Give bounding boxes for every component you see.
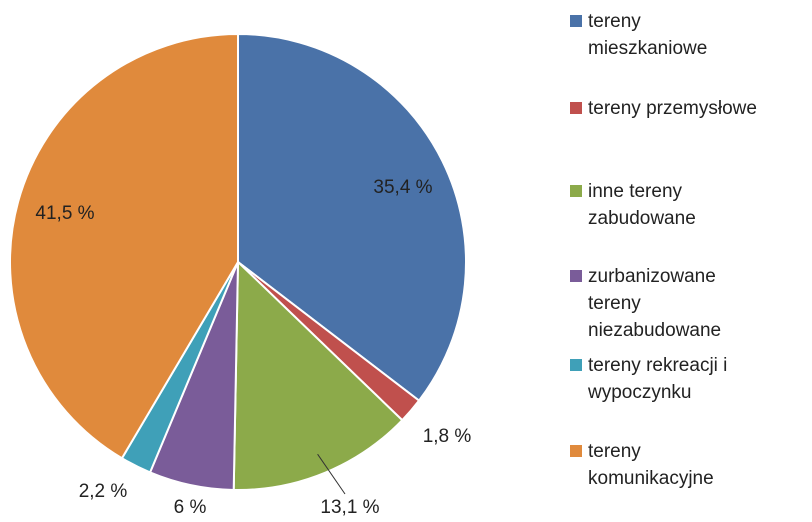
- legend-item: zurbanizowane tereny niezabudowane: [570, 263, 810, 344]
- data-label: 2,2 %: [79, 481, 128, 502]
- legend-label: inne tereny zabudowane: [588, 181, 696, 229]
- legend-swatch: [570, 359, 582, 371]
- leader-line: [317, 453, 346, 495]
- data-label: 35,4 %: [373, 177, 432, 198]
- legend-label: tereny komunikacyjne: [588, 441, 714, 489]
- legend-item: tereny komunikacyjne: [570, 438, 810, 492]
- legend-label: zurbanizowane tereny niezabudowane: [588, 266, 722, 341]
- legend-label: tereny przemysłowe: [588, 98, 757, 119]
- chart: 35,4 % 1,8 % 13,1 % 6 % 2,2 % 41,5 %: [9, 32, 472, 518]
- legend-label: tereny rekreacji i wypoczynku: [588, 355, 728, 403]
- legend-item: inne tereny zabudowane: [570, 178, 810, 232]
- legend-swatch: [570, 15, 582, 27]
- legend-swatch: [570, 445, 582, 457]
- legend-swatch: [570, 270, 582, 282]
- pie-slice: [237, 32, 467, 403]
- legend-swatch: [570, 185, 582, 197]
- data-label: 13,1 %: [320, 497, 379, 518]
- legend-item: tereny przemysłowe: [570, 95, 810, 122]
- legend-label: tereny mieszkaniowe: [588, 11, 708, 59]
- pie-slice: [9, 32, 239, 460]
- data-label: 1,8 %: [423, 426, 472, 447]
- data-label: 41,5 %: [35, 203, 94, 224]
- data-label: 6 %: [174, 497, 207, 518]
- legend-item: tereny rekreacji i wypoczynku: [570, 352, 810, 406]
- legend-item: tereny mieszkaniowe: [570, 8, 810, 62]
- pie-slice: [232, 259, 404, 491]
- legend-swatch: [570, 102, 582, 114]
